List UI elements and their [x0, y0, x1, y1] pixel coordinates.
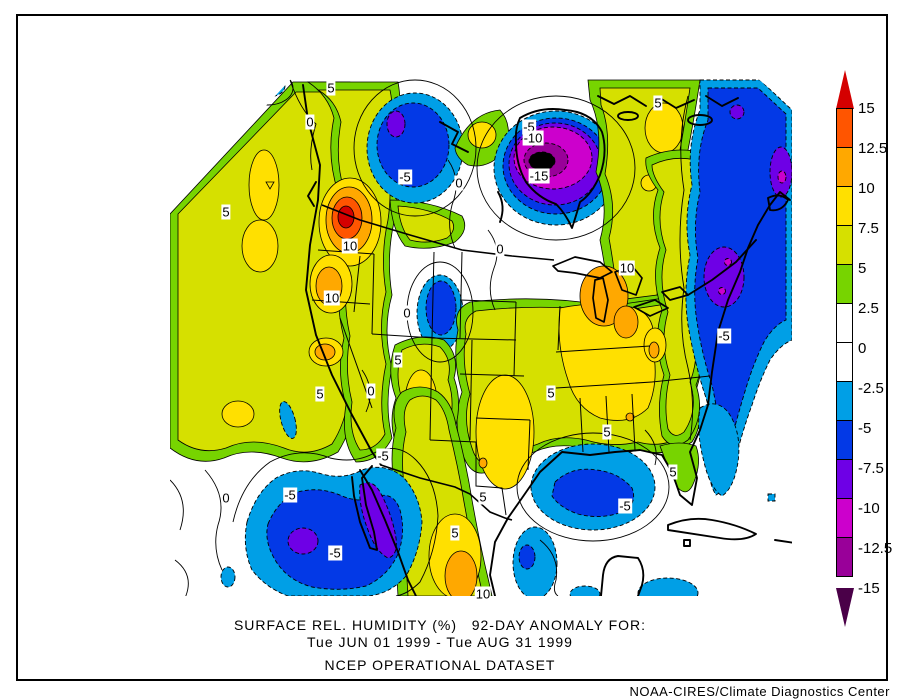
contour-label: -5 — [398, 169, 412, 185]
contour-label: -5 — [328, 545, 342, 561]
filled-contours — [170, 78, 792, 596]
colorbar-tick-label: 15 — [858, 100, 875, 117]
contour-label: 0 — [305, 114, 315, 130]
contour-label: 0 — [366, 383, 376, 399]
colorbar-tick-label: -10 — [858, 500, 880, 517]
hispaniola — [774, 539, 792, 544]
arctic-coast-3 — [705, 95, 739, 107]
arctic-island — [617, 111, 639, 121]
lake-erie — [633, 299, 669, 317]
baja-peninsula — [351, 465, 378, 551]
newfoundland — [767, 194, 789, 212]
lake-winnipeg — [497, 191, 504, 223]
colorbar-band — [836, 342, 853, 382]
contour-label: 5 — [653, 95, 663, 111]
arctic-island-2 — [687, 114, 713, 126]
contour-label: 0 — [402, 305, 412, 321]
us-mexico-border — [380, 464, 513, 521]
contour-label: -5 — [618, 498, 632, 514]
contour-label: 5 — [668, 464, 678, 480]
contour-label: 10 — [323, 290, 341, 306]
colorbar-tick-label: -2.5 — [858, 380, 884, 397]
colorbar-tick-label: 2.5 — [858, 300, 879, 317]
colorbar-band — [836, 264, 853, 304]
colorbar-tick-label: -7.5 — [858, 460, 884, 477]
vancouver-island — [307, 181, 317, 207]
contour-label: -10 — [522, 130, 544, 146]
colorbar-tick-label: -5 — [858, 420, 872, 437]
colorbar-band — [836, 537, 853, 577]
colorbar-band — [836, 498, 853, 538]
colorbar-tick-label: 10 — [858, 180, 875, 197]
pacific-coast — [302, 84, 382, 466]
arctic-coast — [597, 95, 647, 107]
contour-label: -5 — [717, 328, 731, 344]
colorbar-band — [836, 303, 853, 343]
contour-label: 5 — [221, 204, 231, 220]
colorbar-bands — [836, 108, 853, 577]
contour-label: 10 — [618, 260, 636, 276]
contour-label: -5 — [283, 487, 297, 503]
contour-label: -15 — [528, 168, 550, 184]
dataset-name: NCEP OPERATIONAL DATASET — [324, 657, 556, 673]
colorbar-arrow-below-min — [835, 588, 854, 627]
lake-michigan — [592, 277, 609, 323]
jamaica — [683, 539, 691, 547]
colorbar-tick-label: 5 — [858, 260, 867, 277]
title-block: SURFACE REL. HUMIDITY (%) 92-DAY ANOMALY… — [60, 617, 820, 674]
st-lawrence — [687, 239, 757, 296]
colorbar-tick-label: 0 — [858, 340, 867, 357]
contour-label: -5 — [376, 448, 390, 464]
colorbar-band — [836, 381, 853, 421]
contour-label: 5 — [602, 424, 612, 440]
arctic-coast-2 — [659, 97, 695, 109]
contour-label: 5 — [478, 489, 488, 505]
contour-label: 0 — [495, 241, 505, 257]
coastlines — [302, 84, 792, 596]
colorbar-band — [836, 225, 853, 265]
lake-ontario — [661, 286, 689, 301]
contour-label: 5 — [450, 525, 460, 541]
colorbar-tick-label: -15 — [858, 580, 880, 597]
gulf-atlantic-coast — [489, 191, 791, 596]
colorbar-tick-label: 12.5 — [858, 140, 888, 157]
contour-label: 0 — [221, 490, 231, 506]
contour-label: 5 — [315, 386, 325, 402]
contour-label: 10 — [474, 586, 492, 602]
colorbar-band — [836, 186, 853, 226]
yucatan — [600, 555, 645, 596]
credit-text: NOAA-CIRES/Climate Diagnostics Center — [629, 684, 890, 699]
us-canada-border — [321, 204, 555, 261]
colorbar-band — [836, 108, 853, 148]
contour-label: 5 — [546, 385, 556, 401]
contour-label: 0 — [454, 175, 464, 191]
colorbar-tick-label: 7.5 — [858, 220, 879, 237]
hudson-bay — [514, 108, 606, 229]
colorbar-band — [836, 459, 853, 499]
contour-label: 5 — [393, 352, 403, 368]
mexico-west-coast — [359, 469, 417, 596]
colorbar-band — [836, 420, 853, 460]
cuba — [667, 517, 757, 541]
colorbar-arrow-above-max — [835, 70, 854, 109]
colorbar-band — [836, 147, 853, 187]
colorbar-tick-label: -12.5 — [858, 540, 893, 557]
lake-superior — [552, 256, 613, 279]
figure-date-range: Tue JUN 01 1999 - Tue AUG 31 1999 — [307, 634, 573, 650]
contour-label: 5 — [326, 80, 336, 96]
nw-lakes — [439, 121, 469, 153]
plot-border — [16, 14, 888, 681]
figure-title: SURFACE REL. HUMIDITY (%) 92-DAY ANOMALY… — [233, 617, 647, 633]
zero-contours — [170, 79, 694, 596]
contour-label: 10 — [341, 238, 359, 254]
